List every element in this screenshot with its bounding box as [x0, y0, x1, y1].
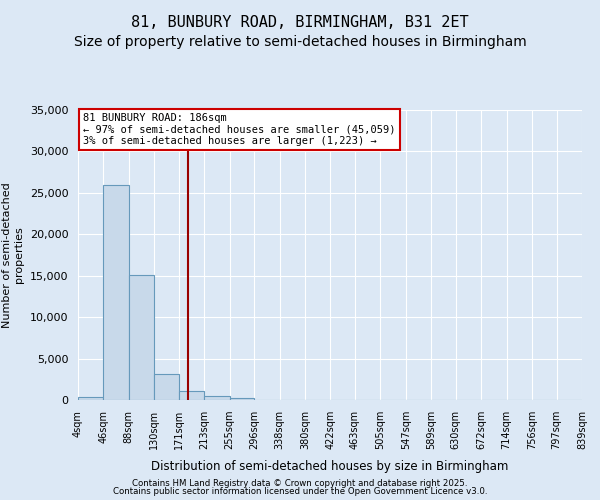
- Text: Contains public sector information licensed under the Open Government Licence v3: Contains public sector information licen…: [113, 487, 487, 496]
- Text: 81, BUNBURY ROAD, BIRMINGHAM, B31 2ET: 81, BUNBURY ROAD, BIRMINGHAM, B31 2ET: [131, 15, 469, 30]
- Text: Size of property relative to semi-detached houses in Birmingham: Size of property relative to semi-detach…: [74, 35, 526, 49]
- Bar: [129, 275, 154, 400]
- Bar: [230, 398, 254, 400]
- Text: 81 BUNBURY ROAD: 186sqm
← 97% of semi-detached houses are smaller (45,059)
3% of: 81 BUNBURY ROAD: 186sqm ← 97% of semi-de…: [83, 113, 395, 146]
- X-axis label: Distribution of semi-detached houses by size in Birmingham: Distribution of semi-detached houses by …: [151, 460, 509, 473]
- Bar: [78, 396, 103, 400]
- Bar: [154, 374, 179, 400]
- Bar: [204, 396, 230, 400]
- Bar: [179, 391, 204, 400]
- Text: Contains HM Land Registry data © Crown copyright and database right 2025.: Contains HM Land Registry data © Crown c…: [132, 478, 468, 488]
- Y-axis label: Number of semi-detached
properties: Number of semi-detached properties: [2, 182, 24, 328]
- Bar: [103, 184, 129, 400]
